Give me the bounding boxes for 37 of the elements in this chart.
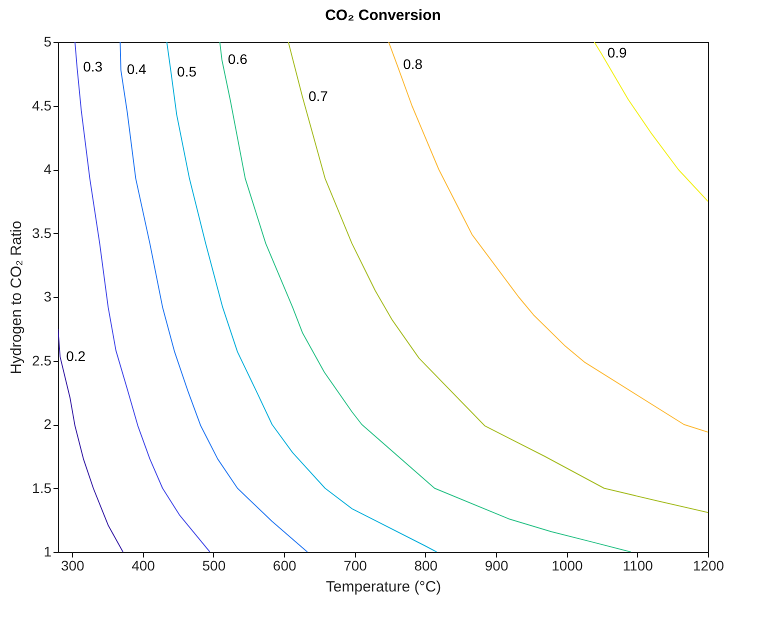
y-tick-label: 4.5 xyxy=(32,97,52,114)
x-tick-label: 1100 xyxy=(622,558,654,574)
series-label: 0.5 xyxy=(177,64,197,80)
series-label: 0.2 xyxy=(66,348,86,364)
chart-title: CO₂ Conversion xyxy=(325,7,441,24)
x-tick-label: 400 xyxy=(132,558,156,574)
y-tick-label: 1.5 xyxy=(32,480,52,496)
y-tick-label: 2 xyxy=(44,416,52,432)
line-series xyxy=(219,42,632,552)
y-tick-label: 4 xyxy=(44,161,52,177)
series-label: 0.9 xyxy=(607,44,627,60)
line-series xyxy=(388,42,708,433)
line-series xyxy=(120,42,308,552)
x-tick-label: 300 xyxy=(60,558,85,574)
y-tick-label: 3.5 xyxy=(32,224,52,241)
x-tick-label: 800 xyxy=(414,558,438,574)
series-label: 0.8 xyxy=(403,56,423,72)
x-tick-label: 1200 xyxy=(692,558,724,574)
y-tick-label: 3 xyxy=(44,288,52,304)
y-tick-label: 1 xyxy=(44,544,52,560)
y-tick-label: 2.5 xyxy=(32,352,52,368)
x-tick-label: 900 xyxy=(484,558,508,574)
line-series xyxy=(594,42,708,202)
x-tick-label: 600 xyxy=(272,558,296,574)
line-series xyxy=(288,42,708,513)
series-label: 0.4 xyxy=(126,61,147,78)
series-label: 0.6 xyxy=(228,50,248,67)
series-label: 0.7 xyxy=(308,88,328,104)
line-series xyxy=(58,328,124,552)
y-axis-title: Hydrogen to CO₂ Ratio xyxy=(8,220,26,374)
series-label: 0.3 xyxy=(83,58,103,74)
y-tick-label: 5 xyxy=(44,34,52,50)
line-series xyxy=(166,42,438,552)
x-tick-label: 700 xyxy=(344,558,368,574)
x-tick-label: 500 xyxy=(202,558,226,574)
x-axis-title: Temperature (°C) xyxy=(326,578,442,596)
x-tick-label: 1000 xyxy=(552,558,583,574)
